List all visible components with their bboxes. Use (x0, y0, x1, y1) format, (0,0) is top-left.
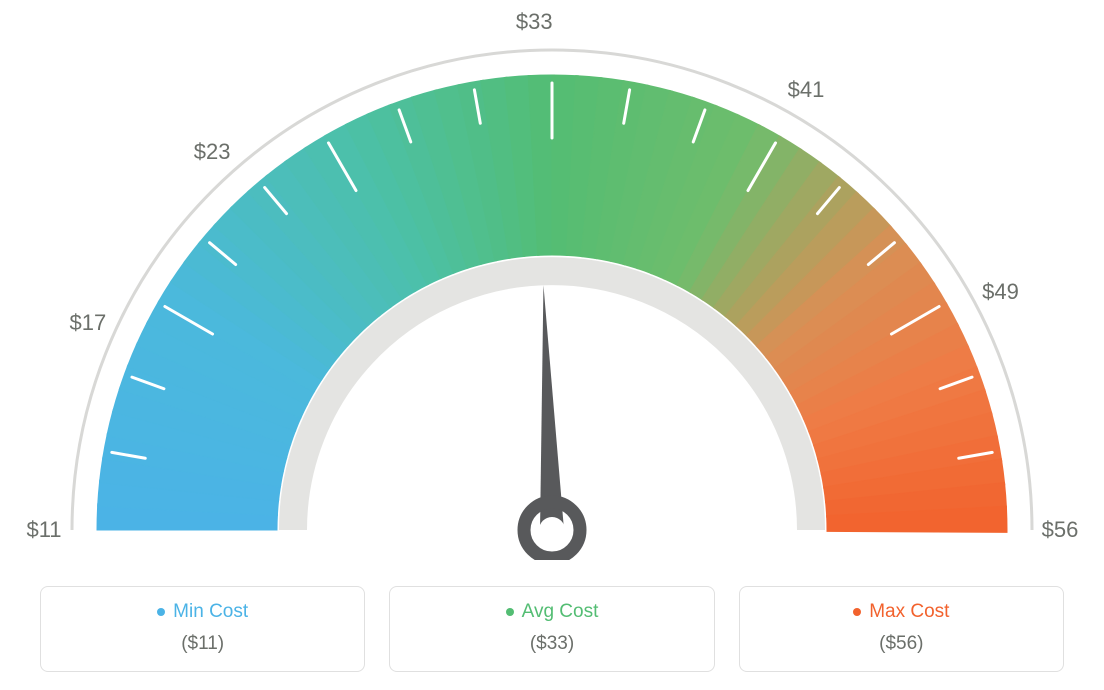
gauge-tick-label: $11 (26, 517, 61, 543)
legend-label-max: Max Cost (869, 601, 949, 623)
gauge-tick-label: $23 (194, 139, 231, 165)
gauge-chart: $11 $17 $23 $33 $41 $49 $56 (0, 0, 1104, 560)
gauge-tick-label: $33 (516, 9, 553, 35)
legend-title-avg: Avg Cost (506, 601, 599, 623)
gauge-svg (0, 0, 1104, 560)
legend-dot-max (853, 608, 861, 616)
legend-label-min: Min Cost (173, 601, 248, 623)
legend-row: Min Cost ($11) Avg Cost ($33) Max Cost (… (40, 586, 1064, 672)
gauge-tick-label: $56 (1042, 517, 1079, 543)
legend-dot-avg (506, 608, 514, 616)
gauge-tick-label: $49 (982, 279, 1019, 305)
legend-label-avg: Avg Cost (522, 601, 599, 623)
gauge-tick-label: $41 (788, 77, 825, 103)
legend-title-max: Max Cost (853, 601, 949, 623)
legend-card-avg: Avg Cost ($33) (389, 586, 714, 672)
gauge-tick-label: $17 (70, 310, 107, 336)
legend-card-max: Max Cost ($56) (739, 586, 1064, 672)
legend-title-min: Min Cost (157, 601, 248, 623)
legend-dot-min (157, 608, 165, 616)
chart-container: $11 $17 $23 $33 $41 $49 $56 Min Cost ($11) Avg… (0, 0, 1104, 690)
legend-card-min: Min Cost ($11) (40, 586, 365, 672)
legend-value-min: ($11) (51, 633, 354, 655)
legend-value-max: ($56) (750, 633, 1053, 655)
legend-value-avg: ($33) (400, 633, 703, 655)
